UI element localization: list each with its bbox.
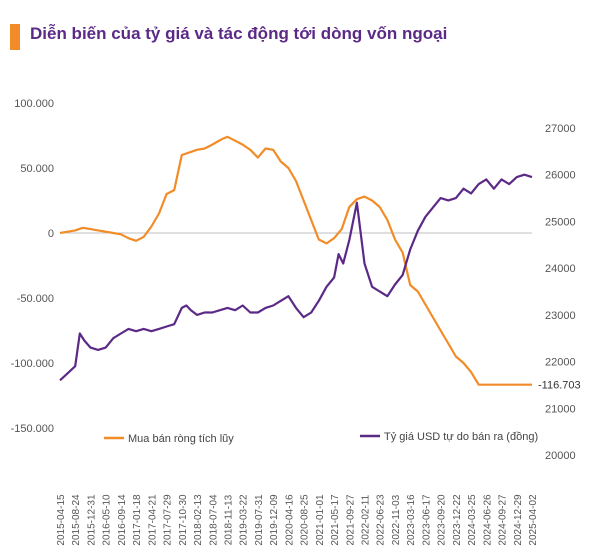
legend-label-usd-rate: Tỷ giá USD tự do bán ra (đồng) [384, 431, 538, 443]
x-tick-label: 2022-11-03 [391, 494, 402, 545]
x-tick-label: 2023-12-22 [452, 494, 463, 546]
chart-title: Diễn biến của tỷ giá và tác động tới dòn… [30, 24, 448, 43]
x-tick-label: 2024-12-29 [513, 494, 524, 546]
x-tick-label: 2021-01-01 [315, 494, 326, 546]
y-right-tick-label: 27000 [545, 123, 576, 135]
y-left-tick-label: -100.000 [11, 358, 54, 370]
x-tick-label: 2021-09-27 [345, 494, 356, 546]
y-left-tick-label: 100.000 [14, 98, 54, 110]
y-right-tick-label: 23000 [545, 310, 576, 322]
x-tick-label: 2015-08-24 [71, 494, 82, 546]
x-tick-label: 2023-03-16 [406, 494, 417, 546]
x-tick-label: 2019-03-22 [239, 494, 250, 546]
x-tick-label: 2019-07-31 [254, 494, 265, 546]
x-tick-label: 2020-08-25 [300, 494, 311, 546]
series-line-net-buy [59, 135, 532, 386]
y-right-tick-label: 24000 [545, 263, 576, 275]
y-right-tick-label: 21000 [545, 403, 576, 415]
x-tick-label: 2022-02-11 [361, 494, 372, 545]
x-tick-label: 2020-04-16 [284, 494, 295, 546]
y-right-tick-label: 20000 [545, 450, 576, 462]
x-tick-label: 2015-04-15 [56, 494, 67, 546]
y-left-tick-label: -50.000 [17, 293, 54, 305]
y-left-tick-label: 50.000 [20, 163, 54, 175]
x-tick-label: 2019-12-09 [269, 494, 280, 546]
x-tick-label: 2016-09-14 [117, 494, 128, 546]
x-tick-label: 2017-01-18 [132, 494, 143, 546]
x-tick-label: 2018-02-13 [193, 494, 204, 546]
x-tick-label: 2024-06-26 [482, 494, 493, 546]
x-tick-label: 2017-04-21 [147, 494, 158, 546]
x-tick-label: 2025-04-02 [528, 494, 539, 546]
x-tick-label: 2018-11-13 [223, 494, 234, 545]
x-tick-label: 2023-09-20 [437, 494, 448, 546]
x-tick-label: 2015-12-31 [86, 494, 97, 546]
y-right-tick-label: 26000 [545, 170, 576, 182]
x-tick-label: 2017-07-29 [163, 494, 174, 546]
x-tick-label: 2021-05-17 [330, 494, 341, 546]
x-tick-label: 2022-06-23 [376, 494, 387, 546]
title-accent-bar [10, 24, 20, 50]
chart-legend: Mua bán ròng tích lũy Tỷ giá USD tự do bá… [104, 431, 538, 445]
y-left-tick-label: 0 [48, 228, 54, 240]
chart-lines [59, 135, 533, 386]
y-left-tick-label: -150.000 [11, 423, 54, 435]
y-right-tick-label: 22000 [545, 357, 576, 369]
x-tick-label: 2016-05-10 [102, 494, 113, 546]
x-tick-label: 2018-07-04 [208, 494, 219, 546]
end-value-annotation: -116.703 [538, 380, 581, 392]
x-tick-label: 2017-10-30 [178, 494, 189, 546]
x-tick-label: 2024-03-25 [467, 494, 478, 546]
x-tick-label: 2023-06-17 [421, 494, 432, 546]
chart-axes: 100.000 50.000 0 -50.000 -100.000 -150.000 270… [11, 98, 581, 546]
legend-label-net-buy: Mua bán ròng tích lũy [128, 433, 234, 445]
x-tick-label: 2024-09-27 [498, 494, 509, 546]
series-line-usd-rate [59, 173, 533, 382]
y-right-tick-label: 25000 [545, 216, 576, 228]
